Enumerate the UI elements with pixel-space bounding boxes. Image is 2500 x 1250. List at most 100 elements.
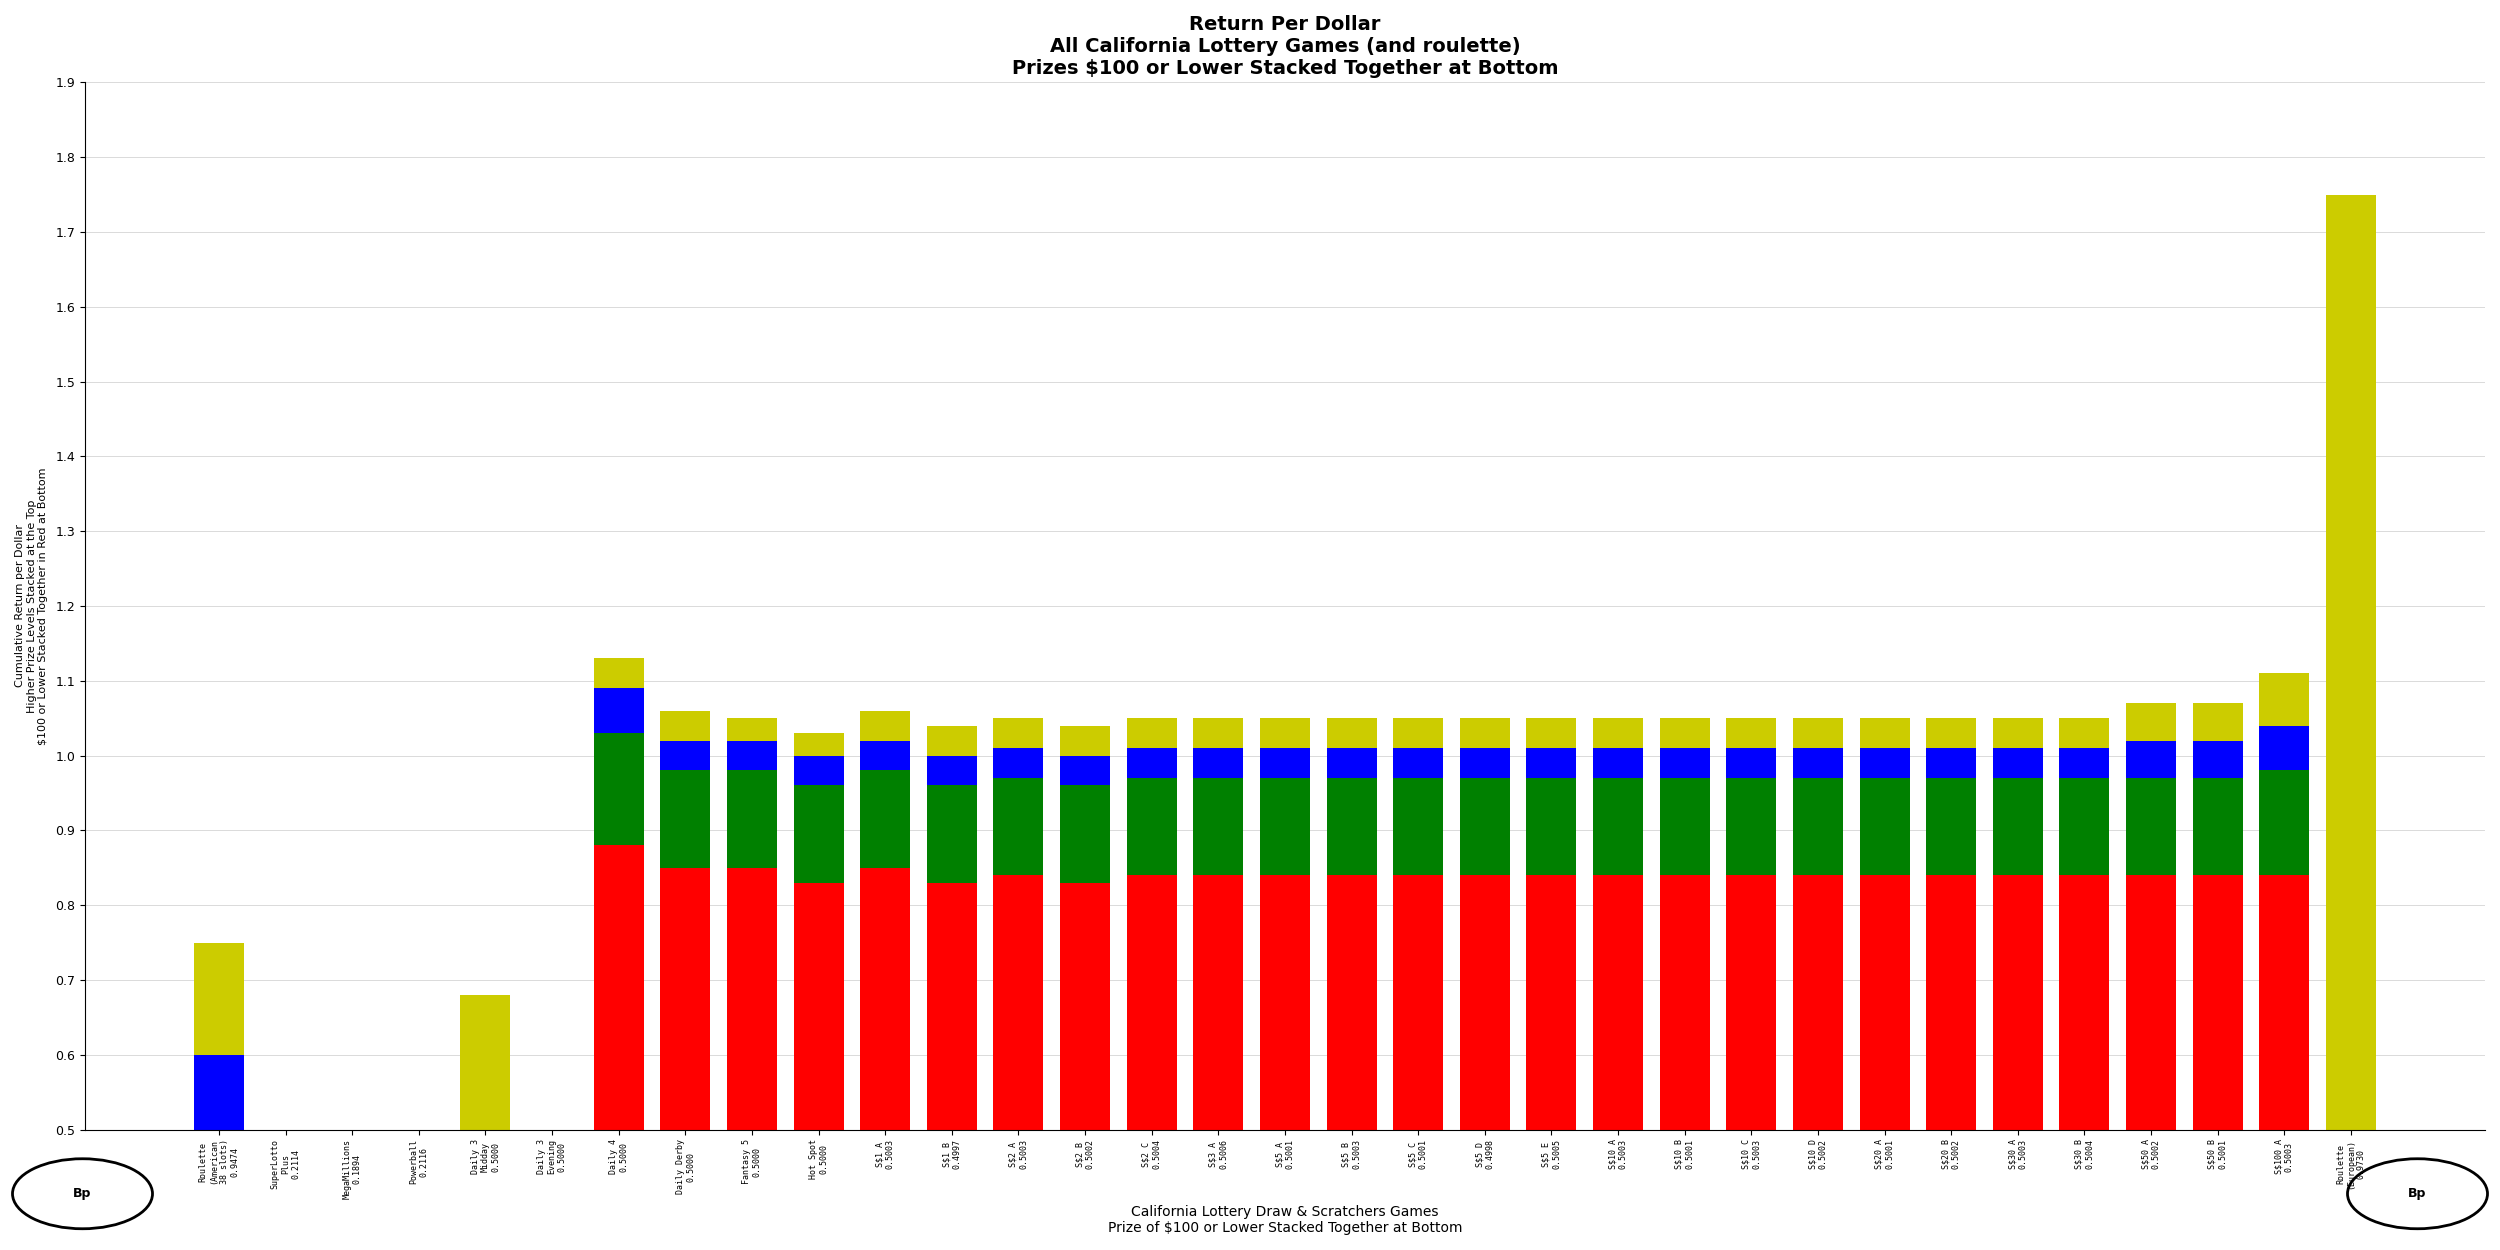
Bar bbox=[1393, 875, 1442, 1250]
Bar bbox=[992, 748, 1042, 778]
Bar bbox=[1925, 748, 1975, 778]
Bar bbox=[2060, 778, 2110, 875]
Bar bbox=[1792, 778, 1842, 875]
Bar bbox=[860, 711, 910, 740]
Bar bbox=[992, 875, 1042, 1250]
Bar bbox=[2125, 740, 2175, 778]
Bar bbox=[592, 659, 642, 689]
Bar bbox=[660, 770, 710, 868]
Bar bbox=[2125, 778, 2175, 875]
Bar bbox=[1460, 748, 1510, 778]
Bar bbox=[860, 770, 910, 868]
Bar bbox=[1128, 875, 1178, 1250]
Bar bbox=[2192, 704, 2242, 740]
Bar bbox=[1260, 748, 1310, 778]
Bar bbox=[1660, 748, 1710, 778]
Bar bbox=[1393, 719, 1442, 748]
Bar bbox=[2125, 875, 2175, 1250]
Bar bbox=[1860, 748, 1910, 778]
Bar bbox=[1460, 778, 1510, 875]
Bar bbox=[1060, 785, 1110, 882]
Bar bbox=[728, 719, 778, 740]
Bar bbox=[1260, 719, 1310, 748]
Bar bbox=[1860, 719, 1910, 748]
Bar bbox=[1328, 719, 1378, 748]
Bar bbox=[2060, 719, 2110, 748]
Bar bbox=[1792, 719, 1842, 748]
Bar bbox=[1992, 875, 2042, 1250]
Bar bbox=[1128, 778, 1178, 875]
Bar bbox=[1260, 778, 1310, 875]
Bar bbox=[1328, 875, 1378, 1250]
Bar bbox=[1260, 875, 1310, 1250]
Bar bbox=[1393, 778, 1442, 875]
Bar bbox=[528, 1130, 578, 1250]
Bar bbox=[1528, 719, 1578, 748]
Bar bbox=[1460, 719, 1510, 748]
Bar bbox=[928, 785, 978, 882]
Bar bbox=[1192, 875, 1242, 1250]
Bar bbox=[792, 732, 842, 755]
Bar bbox=[660, 740, 710, 770]
Bar bbox=[1727, 748, 1777, 778]
Bar bbox=[1660, 875, 1710, 1250]
Bar bbox=[1592, 875, 1642, 1250]
Bar bbox=[1660, 778, 1710, 875]
Bar bbox=[1128, 748, 1178, 778]
Bar bbox=[1592, 748, 1642, 778]
Bar bbox=[1393, 748, 1442, 778]
Bar bbox=[2192, 875, 2242, 1250]
Bar bbox=[1660, 719, 1710, 748]
Bar bbox=[2260, 770, 2310, 875]
Bar bbox=[1592, 778, 1642, 875]
Bar bbox=[1328, 778, 1378, 875]
Bar bbox=[1592, 719, 1642, 748]
Bar bbox=[2192, 778, 2242, 875]
Bar bbox=[928, 882, 978, 1250]
Bar bbox=[1992, 748, 2042, 778]
Bar bbox=[1060, 882, 1110, 1250]
Bar bbox=[2060, 875, 2110, 1250]
Bar bbox=[1860, 778, 1910, 875]
Bar bbox=[792, 882, 842, 1250]
Bar bbox=[1128, 719, 1178, 748]
Bar bbox=[660, 867, 710, 1250]
Bar bbox=[928, 755, 978, 785]
Bar bbox=[792, 755, 842, 785]
Bar bbox=[195, 942, 245, 1055]
Bar bbox=[728, 867, 778, 1250]
Bar bbox=[592, 845, 642, 1250]
Bar bbox=[2260, 674, 2310, 725]
Bar bbox=[1328, 748, 1378, 778]
Text: Bp: Bp bbox=[72, 1188, 92, 1200]
Bar bbox=[992, 719, 1042, 748]
Bar bbox=[592, 689, 642, 732]
Bar bbox=[1528, 748, 1578, 778]
Bar bbox=[1192, 748, 1242, 778]
Bar bbox=[1727, 719, 1777, 748]
Bar bbox=[195, 1055, 245, 1250]
Bar bbox=[1528, 778, 1578, 875]
X-axis label: California Lottery Draw & Scratchers Games
Prize of $100 or Lower Stacked Togeth: California Lottery Draw & Scratchers Gam… bbox=[1108, 1205, 1462, 1235]
Bar bbox=[792, 785, 842, 882]
Bar bbox=[2260, 875, 2310, 1250]
Bar bbox=[2260, 725, 2310, 770]
Bar bbox=[2325, 195, 2375, 1250]
Bar bbox=[2125, 704, 2175, 740]
Bar bbox=[1925, 778, 1975, 875]
Bar bbox=[860, 740, 910, 770]
Bar bbox=[2060, 748, 2110, 778]
Bar bbox=[928, 725, 978, 755]
Bar bbox=[1528, 875, 1578, 1250]
Bar bbox=[860, 867, 910, 1250]
Bar bbox=[1792, 875, 1842, 1250]
Bar bbox=[1992, 719, 2042, 748]
Bar bbox=[460, 995, 510, 1250]
Bar bbox=[1925, 875, 1975, 1250]
Y-axis label: Cumulative Return per Dollar
Higher Prize Levels Stacked at the Top
$100 or Lowe: Cumulative Return per Dollar Higher Priz… bbox=[15, 468, 48, 745]
Bar bbox=[1925, 719, 1975, 748]
Bar bbox=[1992, 778, 2042, 875]
Bar bbox=[1192, 719, 1242, 748]
Bar bbox=[1792, 748, 1842, 778]
Text: Bp: Bp bbox=[2408, 1188, 2428, 1200]
